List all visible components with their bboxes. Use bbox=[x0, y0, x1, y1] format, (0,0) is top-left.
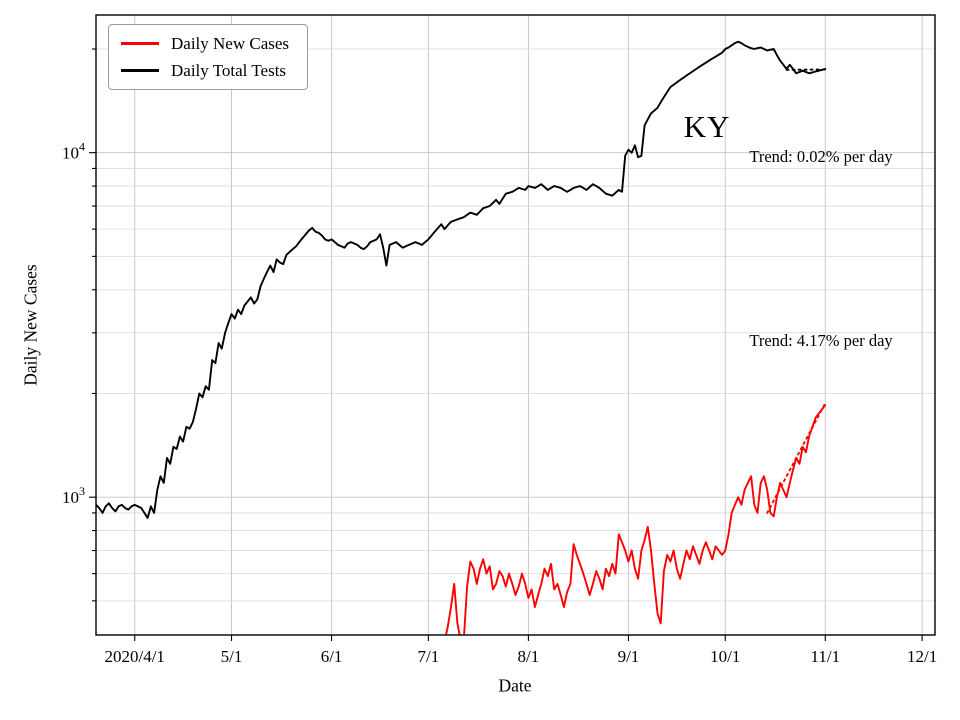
x-axis-label: Date bbox=[498, 675, 532, 696]
x-tick-label: 10/1 bbox=[710, 647, 740, 666]
series-line-daily-new-cases bbox=[445, 404, 827, 635]
x-tick-label: 2020/4/1 bbox=[104, 647, 164, 666]
y-tick-label: 103 bbox=[62, 484, 85, 507]
series-line-daily-total-tests bbox=[96, 40, 827, 519]
legend-item-daily-total-tests: Daily Total Tests bbox=[121, 62, 289, 79]
series-lines bbox=[96, 40, 827, 635]
y-axis-label: Daily New Cases bbox=[20, 264, 41, 386]
x-tick-label: 7/1 bbox=[418, 647, 440, 666]
tick-marks bbox=[89, 48, 923, 641]
x-tick-label: 11/1 bbox=[810, 647, 840, 666]
legend-line-swatch-red bbox=[121, 42, 159, 45]
x-tick-label: 5/1 bbox=[221, 647, 243, 666]
legend-item-daily-new-cases: Daily New Cases bbox=[121, 35, 289, 52]
cases-trend-annotation: Trend: 4.17% per day bbox=[749, 331, 893, 350]
legend-label-daily-total-tests: Daily Total Tests bbox=[171, 61, 287, 80]
x-tick-label: 9/1 bbox=[618, 647, 640, 666]
x-tick-label: 12/1 bbox=[907, 647, 937, 666]
x-tick-label: 8/1 bbox=[518, 647, 540, 666]
tests-trend-annotation: Trend: 0.02% per day bbox=[749, 147, 893, 166]
legend-line-swatch-black bbox=[121, 69, 159, 72]
legend-label-daily-new-cases: Daily New Cases bbox=[171, 34, 290, 53]
series-line-cases-trend-4-17-per-day bbox=[766, 402, 827, 514]
state-label-annotation: KY bbox=[683, 109, 731, 144]
gridlines bbox=[96, 15, 935, 635]
legend: Daily New Cases Daily Total Tests bbox=[108, 24, 309, 90]
y-tick-label: 104 bbox=[62, 140, 85, 163]
x-tick-label: 6/1 bbox=[321, 647, 343, 666]
axes-spines bbox=[95, 14, 936, 636]
